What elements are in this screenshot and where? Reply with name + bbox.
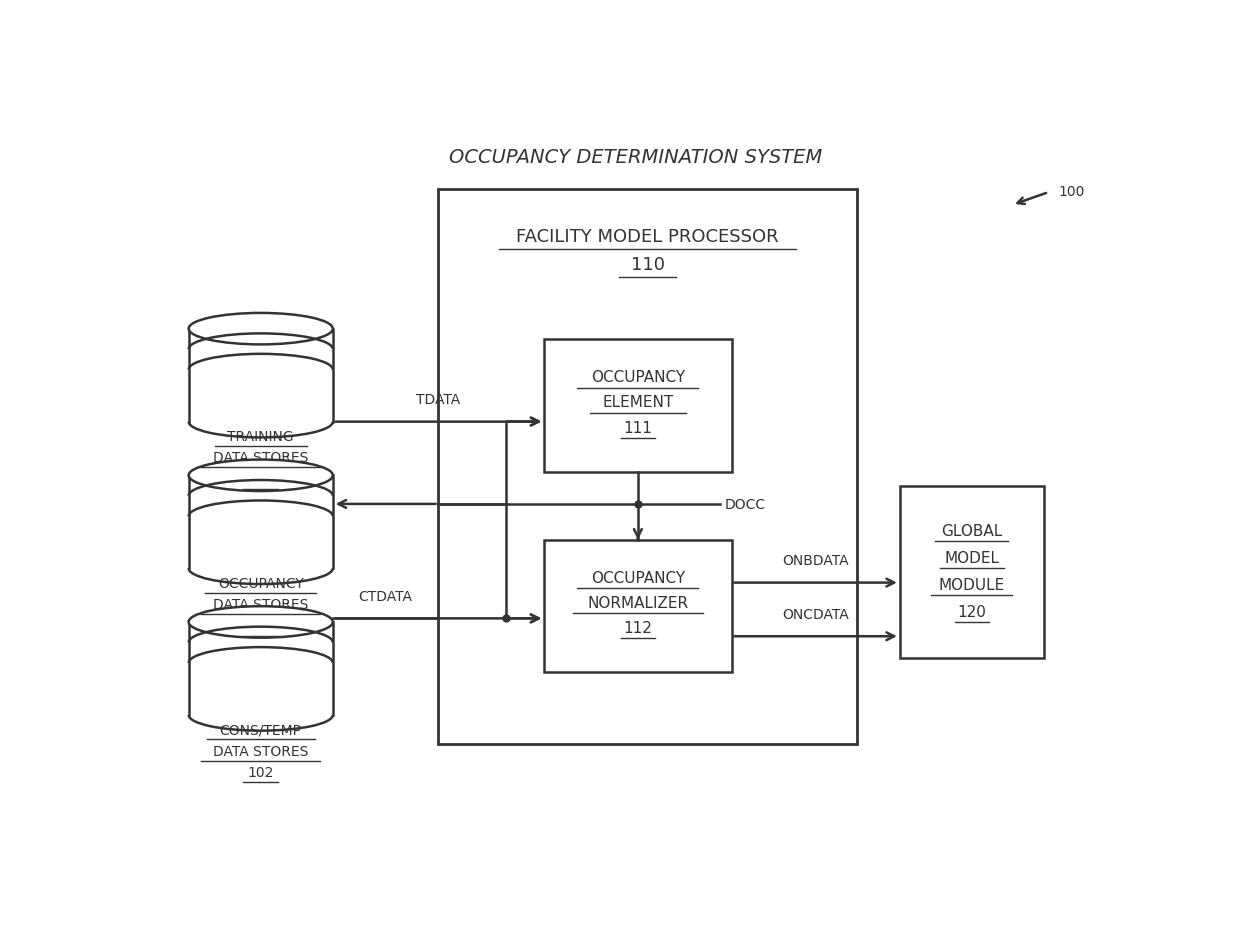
Ellipse shape — [188, 460, 332, 492]
Text: 101: 101 — [248, 472, 274, 486]
Text: 111: 111 — [624, 420, 652, 435]
Text: DATA STORES: DATA STORES — [213, 451, 309, 465]
Text: OCCUPANCY: OCCUPANCY — [218, 576, 304, 590]
Text: OCCUPANCY: OCCUPANCY — [590, 570, 684, 585]
Bar — [439, 190, 857, 743]
Text: 102: 102 — [248, 766, 274, 780]
Text: 103: 103 — [248, 619, 274, 633]
Ellipse shape — [188, 607, 332, 638]
Text: 112: 112 — [624, 620, 652, 635]
Text: MODULE: MODULE — [939, 577, 1004, 593]
Text: 110: 110 — [630, 256, 665, 274]
Text: 100: 100 — [1058, 185, 1085, 199]
Text: OCCUPANCY DETERMINATION SYSTEM: OCCUPANCY DETERMINATION SYSTEM — [449, 148, 822, 167]
Text: CONS/TEMP: CONS/TEMP — [219, 723, 301, 737]
Text: OCCUPANCY: OCCUPANCY — [590, 370, 684, 385]
Text: DOCC: DOCC — [724, 497, 765, 511]
Polygon shape — [188, 329, 332, 422]
Polygon shape — [188, 623, 332, 715]
Text: GLOBAL: GLOBAL — [941, 523, 1002, 538]
Bar — [900, 486, 1044, 658]
Text: ONCDATA: ONCDATA — [782, 607, 849, 621]
Text: CTDATA: CTDATA — [358, 589, 413, 603]
Text: ONBDATA: ONBDATA — [782, 553, 849, 567]
Text: DATA STORES: DATA STORES — [213, 744, 309, 758]
Text: DATA STORES: DATA STORES — [213, 598, 309, 612]
Text: NORMALIZER: NORMALIZER — [588, 595, 688, 610]
Text: TDATA: TDATA — [417, 393, 460, 406]
Text: FACILITY MODEL PROCESSOR: FACILITY MODEL PROCESSOR — [516, 227, 779, 245]
Bar — [544, 540, 732, 672]
Bar — [544, 340, 732, 472]
Text: MODEL: MODEL — [945, 550, 999, 565]
Text: ELEMENT: ELEMENT — [603, 395, 673, 410]
Text: 120: 120 — [957, 604, 986, 619]
Ellipse shape — [188, 314, 332, 345]
Text: TRAINING: TRAINING — [227, 430, 294, 444]
Polygon shape — [188, 476, 332, 569]
